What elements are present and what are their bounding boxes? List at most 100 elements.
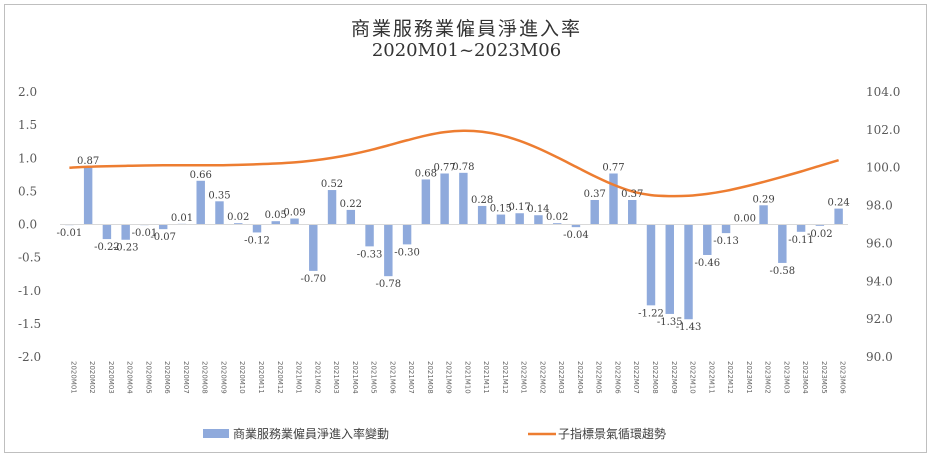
data-label-2022M06: 0.77 bbox=[602, 162, 624, 173]
data-label-2020M09: 0.35 bbox=[208, 190, 230, 201]
data-label-2020M12: 0.05 bbox=[265, 210, 287, 221]
data-label-2023M05: -0.02 bbox=[807, 229, 833, 240]
data-label-2021M03: 0.52 bbox=[321, 179, 343, 190]
x-axis-tick: 2022M07 bbox=[632, 361, 640, 394]
bar-2021M06 bbox=[384, 224, 393, 277]
right-axis-tick: 104.0 bbox=[866, 85, 900, 99]
data-label-2023M03: -0.58 bbox=[770, 266, 796, 277]
data-label-2022M11: -0.46 bbox=[694, 258, 720, 269]
x-axis-tick: 2020M05 bbox=[144, 361, 152, 394]
x-axis-tick: 2021M12 bbox=[501, 361, 509, 394]
data-label-2022M12: -0.13 bbox=[713, 236, 739, 247]
bar-2020M11 bbox=[252, 224, 262, 233]
legend-bar-swatch bbox=[203, 429, 229, 438]
data-label-2022M10: -1.43 bbox=[676, 322, 702, 333]
data-label-2021M02: -0.70 bbox=[300, 274, 326, 285]
bar-2020M08 bbox=[196, 180, 205, 225]
right-axis-tick: 100.0 bbox=[866, 161, 900, 175]
bar-2023M03 bbox=[778, 224, 787, 263]
right-axis-tick: 98.0 bbox=[866, 199, 893, 213]
data-label-2020M04: -0.23 bbox=[113, 243, 139, 254]
data-label-2020M01: -0.01 bbox=[57, 228, 83, 239]
bar-2020M10 bbox=[234, 223, 243, 225]
x-axis-tick: 2022M12 bbox=[726, 361, 734, 394]
data-label-2022M08: -1.22 bbox=[638, 308, 664, 319]
bar-2021M04 bbox=[346, 209, 356, 225]
right-axis-tick: 90.0 bbox=[866, 350, 893, 364]
bar-2021M05 bbox=[365, 224, 374, 247]
x-axis-tick: 2023M04 bbox=[801, 361, 809, 394]
legend-line-label: 子指標景氣循環趨勢 bbox=[558, 426, 666, 441]
right-axis-tick: 102.0 bbox=[866, 123, 900, 137]
data-label-2021M07: -0.30 bbox=[394, 247, 420, 258]
x-axis-tick: 2022M02 bbox=[538, 361, 546, 394]
data-label-2020M10: 0.02 bbox=[227, 212, 249, 223]
x-axis-tick: 2021M10 bbox=[463, 361, 471, 394]
x-axis-tick: 2021M03 bbox=[332, 361, 340, 394]
bar-2023M02 bbox=[759, 205, 768, 225]
data-label-2022M07: 0.37 bbox=[621, 189, 643, 200]
bar-2020M09 bbox=[215, 201, 224, 225]
x-axis-tick: 2022M08 bbox=[651, 361, 659, 394]
bar-2022M11 bbox=[703, 224, 712, 255]
chart-subtitle: 2020M01~2023M06 bbox=[371, 40, 562, 61]
x-axis-tick: 2021M04 bbox=[351, 361, 359, 394]
bar-2020M02 bbox=[83, 166, 93, 225]
x-axis-tick: 2021M08 bbox=[426, 361, 434, 394]
x-axis-tick: 2021M07 bbox=[407, 361, 415, 394]
data-label-2023M01: 0.00 bbox=[734, 214, 756, 225]
bar-2021M03 bbox=[327, 190, 337, 225]
data-label-2023M02: 0.29 bbox=[752, 194, 774, 205]
data-label-2020M07: 0.01 bbox=[171, 213, 193, 224]
x-axis-tick: 2020M04 bbox=[126, 361, 134, 394]
data-label-2020M11: -0.12 bbox=[244, 235, 270, 246]
right-axis-tick: 94.0 bbox=[866, 274, 893, 288]
bar-2020M12 bbox=[271, 221, 280, 225]
data-label-2022M04: -0.04 bbox=[563, 230, 589, 241]
bar-2022M01 bbox=[515, 213, 524, 225]
data-label-2022M03: 0.02 bbox=[546, 212, 568, 223]
x-axis-tick: 2022M04 bbox=[576, 361, 584, 394]
x-axis-tick: 2023M01 bbox=[745, 361, 753, 394]
x-axis-tick: 2020M06 bbox=[163, 361, 171, 394]
x-axis-tick: 2023M06 bbox=[839, 361, 847, 394]
x-axis-tick: 2021M09 bbox=[445, 361, 453, 394]
left-axis-tick: 2.0 bbox=[18, 85, 37, 99]
x-axis-tick: 2021M11 bbox=[482, 361, 490, 394]
x-axis-tick: 2021M05 bbox=[370, 361, 378, 394]
x-axis-tick: 2020M07 bbox=[182, 361, 190, 394]
x-axis-tick: 2023M05 bbox=[820, 361, 828, 394]
bar-2021M09 bbox=[440, 173, 449, 225]
x-axis-tick: 2022M06 bbox=[613, 361, 621, 394]
data-label-2020M05: -0.01 bbox=[132, 228, 158, 239]
data-label-2022M01: 0.17 bbox=[509, 202, 531, 213]
bar-2020M04 bbox=[121, 224, 130, 240]
bar-2023M06 bbox=[834, 208, 843, 225]
data-label-2021M09: 0.77 bbox=[433, 162, 455, 173]
bar-2021M02 bbox=[309, 224, 318, 271]
data-label-2020M03: -0.22 bbox=[94, 242, 120, 253]
bar-2021M08 bbox=[421, 179, 431, 225]
x-axis-tick: 2020M01 bbox=[69, 361, 77, 394]
data-label-2021M12: 0.15 bbox=[490, 204, 512, 215]
data-label-2023M06: 0.24 bbox=[827, 198, 849, 209]
bar-2022M05 bbox=[590, 199, 599, 225]
bar-2022M06 bbox=[609, 173, 618, 225]
right-axis-tick: 96.0 bbox=[866, 236, 893, 250]
bar-2022M12 bbox=[721, 224, 731, 234]
left-axis-tick: -0.5 bbox=[18, 251, 41, 265]
x-axis-tick: 2021M01 bbox=[295, 361, 303, 394]
left-axis-tick: 0.5 bbox=[18, 184, 37, 198]
left-axis-tick: 0.0 bbox=[18, 218, 37, 232]
chart-frame bbox=[4, 4, 927, 453]
left-axis-tick: -2.0 bbox=[18, 350, 41, 364]
bar-2022M02 bbox=[534, 215, 543, 225]
left-axis-tick: 1.5 bbox=[18, 118, 37, 132]
left-axis-tick: -1.5 bbox=[18, 317, 41, 331]
left-axis-tick: -1.0 bbox=[18, 284, 41, 298]
data-label-2021M08: 0.68 bbox=[415, 168, 437, 179]
data-label-2020M02: 0.87 bbox=[77, 156, 99, 167]
x-axis-tick: 2020M08 bbox=[201, 361, 209, 394]
bar-2021M01 bbox=[290, 218, 299, 225]
